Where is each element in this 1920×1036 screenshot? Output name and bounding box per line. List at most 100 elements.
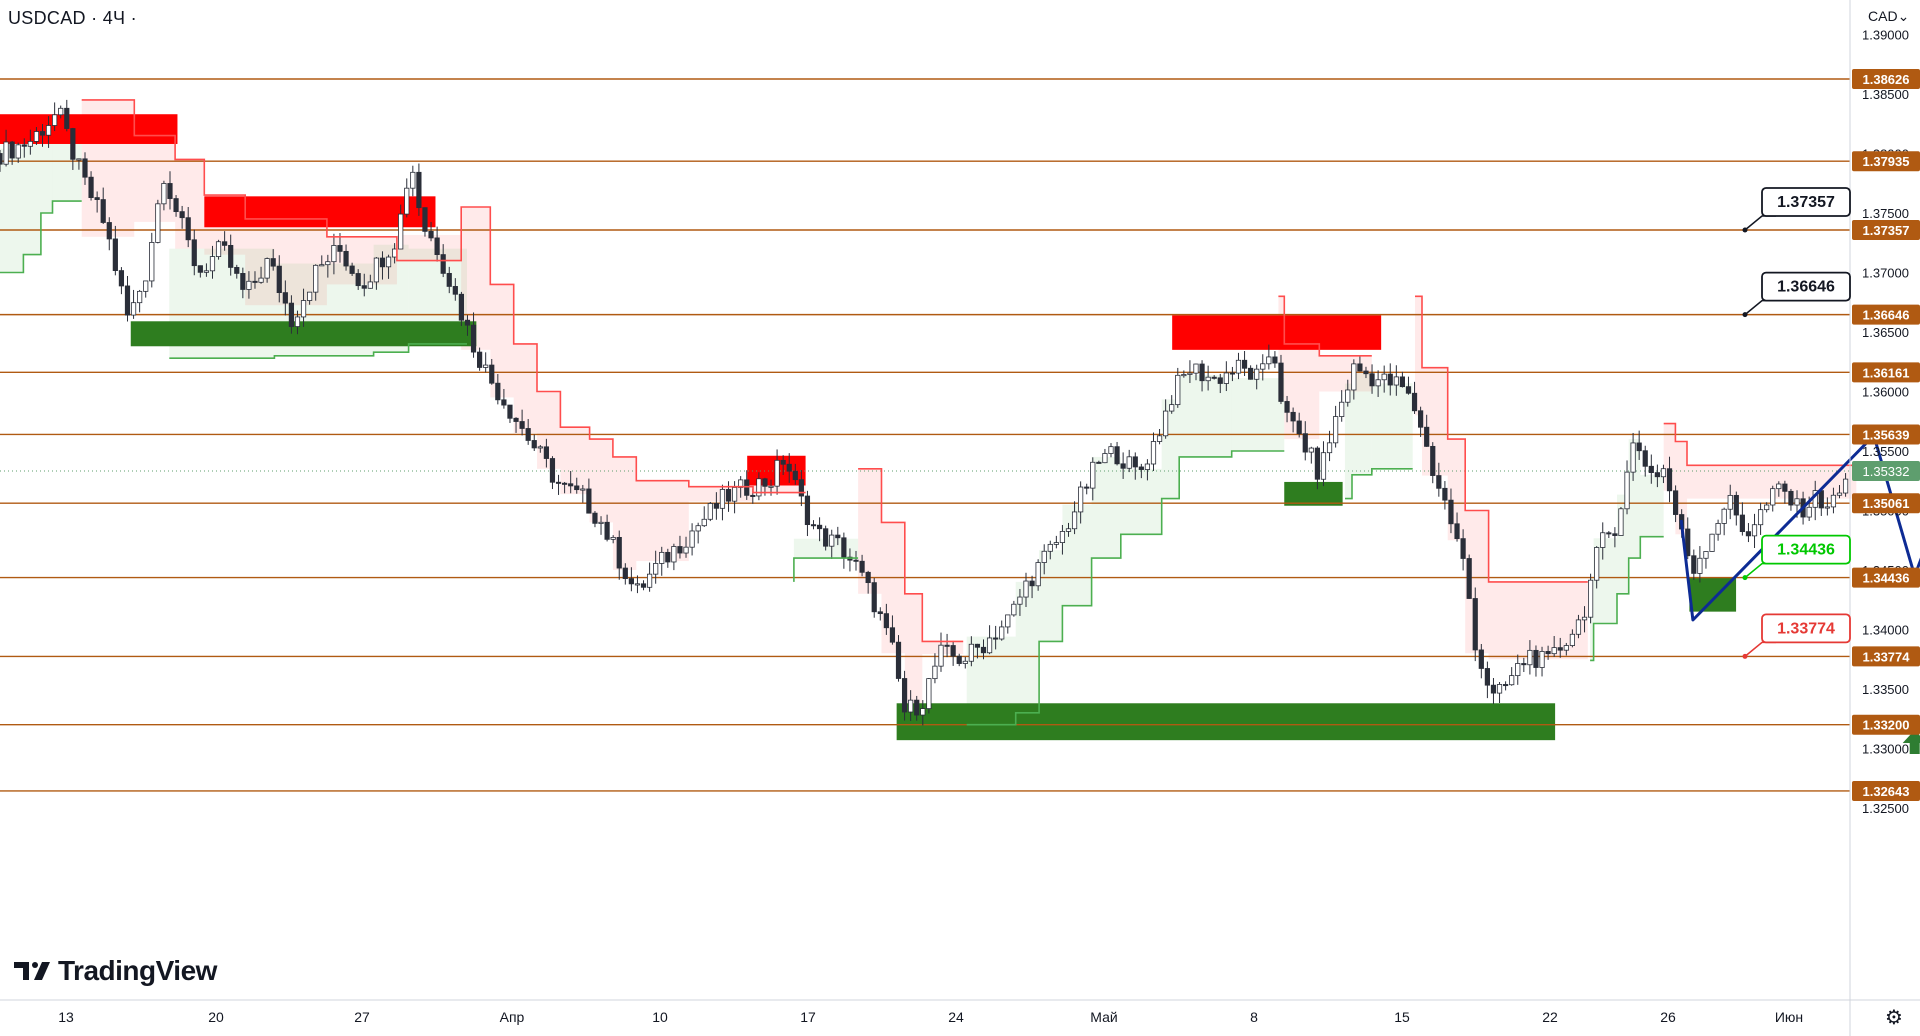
candle-body — [1478, 649, 1484, 669]
candle-body — [895, 641, 902, 679]
candle-body — [628, 578, 634, 585]
candle-body — [1369, 373, 1375, 387]
candle-body — [1314, 447, 1321, 480]
trail-up-line-fill — [1593, 538, 1617, 624]
trail-up-line-fill — [1039, 550, 1063, 642]
candle-body — [762, 478, 768, 487]
candle-body — [1770, 488, 1776, 506]
candle-body — [1053, 542, 1059, 545]
candle-body — [1029, 580, 1035, 587]
candle-body — [385, 256, 392, 268]
candle-body — [1818, 490, 1824, 509]
x-tick-label: 17 — [800, 1009, 816, 1025]
candle-body — [586, 488, 592, 514]
trail-down-line-fill — [513, 343, 538, 434]
candle-body — [355, 273, 361, 287]
trail-up-line-fill — [1371, 383, 1413, 469]
candle-body — [161, 183, 167, 205]
y-tick-label: 1.32500 — [1862, 801, 1909, 816]
candle-body — [313, 264, 319, 293]
candle-body — [665, 551, 671, 563]
trail-down-line-fill — [490, 284, 514, 398]
candle-body — [1241, 359, 1248, 369]
candle-body — [1144, 463, 1151, 470]
candle-body — [1612, 533, 1618, 536]
trail-up-line-fill — [0, 148, 24, 273]
levels-layer — [0, 78, 1850, 792]
candle-body — [1333, 416, 1339, 444]
candle-body — [1096, 461, 1102, 464]
candle-body — [240, 273, 246, 290]
candle-body — [1138, 466, 1144, 470]
candle-body — [1235, 359, 1242, 374]
candle-body — [410, 171, 416, 189]
candle-body — [1278, 362, 1284, 402]
level-badge-label: 1.32643 — [1863, 784, 1910, 799]
candle-body — [1521, 663, 1527, 666]
candle-body — [1751, 524, 1758, 537]
candle-body — [52, 114, 58, 126]
candle-body — [209, 256, 216, 272]
trail-down-line-fill — [612, 456, 637, 570]
candle-body — [1727, 494, 1733, 510]
candle-body — [531, 440, 537, 449]
candle-body — [1685, 528, 1691, 557]
candle-body — [282, 292, 288, 304]
candle-body — [1533, 649, 1539, 668]
candle-body — [1405, 386, 1412, 394]
candle-body — [580, 488, 586, 491]
level-badge — [1852, 567, 1920, 588]
candle-body — [659, 551, 665, 564]
candle-body — [653, 563, 659, 575]
candle-body — [835, 534, 841, 539]
level-badge — [1852, 493, 1920, 514]
level-badge — [1852, 424, 1920, 445]
candle-body — [1539, 651, 1545, 668]
trail-down-line-fill — [396, 234, 462, 261]
candle-body — [94, 197, 100, 200]
x-tick-label: 13 — [58, 1009, 74, 1025]
candle-body — [1672, 490, 1679, 515]
x-tick-label: 15 — [1394, 1009, 1410, 1025]
candle-body — [889, 627, 896, 643]
candle-body — [1156, 435, 1163, 442]
candle-body — [829, 534, 835, 547]
candle-body — [39, 131, 46, 136]
trailing-stop-layer — [0, 99, 1857, 726]
candle-body — [1715, 523, 1721, 535]
candle-body — [319, 264, 325, 267]
candle-body — [549, 458, 556, 483]
callout-box — [1761, 613, 1851, 644]
candle-body — [1229, 372, 1236, 375]
candle-body — [1363, 370, 1369, 375]
tradingview-logo[interactable]: TradingView — [14, 955, 217, 987]
candle-body — [926, 678, 932, 709]
level-badge-label: 1.33200 — [1863, 718, 1910, 733]
candle-body — [865, 571, 871, 584]
level-badge-label: 1.34436 — [1863, 571, 1910, 586]
candle-body — [495, 382, 501, 401]
level-badge — [1852, 69, 1920, 89]
symbol-header[interactable]: USDCAD · 4Ч · — [8, 8, 137, 28]
callout-label: 1.37357 — [1777, 194, 1835, 211]
candle-body — [774, 459, 780, 487]
level-badge — [1852, 780, 1920, 801]
candle-body — [1836, 492, 1843, 496]
tradingview-logo-icon — [14, 962, 50, 980]
candle-body — [325, 261, 331, 266]
candle-body — [1666, 468, 1673, 492]
candle-body — [1084, 486, 1090, 489]
last-price-label: 1.35332 — [1863, 464, 1910, 479]
candle-body — [88, 176, 94, 198]
candle-body — [1515, 663, 1521, 677]
time-axis-ticks: 13 20 27 Апр 10 17 24 Май 8 15 22 26 Июн — [58, 1009, 1803, 1025]
candle-body — [1411, 392, 1418, 412]
trail-down-line-fill — [134, 135, 176, 222]
demand-zone — [896, 703, 1556, 741]
gear-icon[interactable]: ⚙ — [1885, 1007, 1903, 1029]
candle-body — [1496, 684, 1503, 694]
candle-body — [1557, 647, 1563, 651]
currency-selector[interactable]: CAD⌄ — [1868, 8, 1909, 25]
